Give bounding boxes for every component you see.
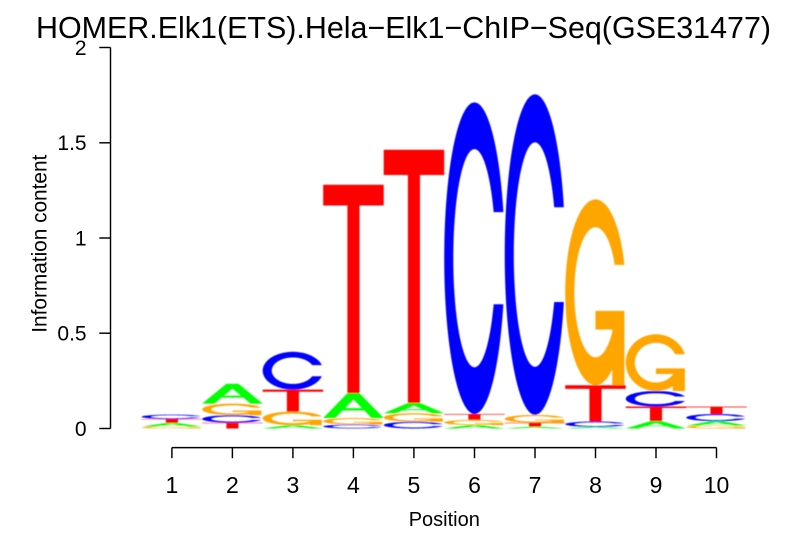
svg-text:2: 2 [75,37,87,60]
svg-text:4: 4 [347,472,360,498]
svg-text:10: 10 [704,472,730,498]
svg-text:1: 1 [75,227,87,250]
svg-text:8: 8 [589,472,602,498]
svg-text:1.5: 1.5 [57,132,86,155]
svg-text:5: 5 [408,472,421,498]
svg-text:7: 7 [529,472,542,498]
svg-text:HOMER.Elk1(ETS).Hela−Elk1−ChIP: HOMER.Elk1(ETS).Hela−Elk1−ChIP−Seq(GSE31… [36,11,771,45]
svg-text:3: 3 [287,472,300,498]
svg-text:6: 6 [468,472,481,498]
svg-text:Information content: Information content [28,154,51,332]
svg-text:0: 0 [75,418,87,441]
svg-text:Position: Position [409,509,480,531]
svg-text:0.5: 0.5 [57,323,86,346]
svg-text:1: 1 [166,472,179,498]
svg-text:2: 2 [226,472,239,498]
svg-text:9: 9 [650,472,663,498]
